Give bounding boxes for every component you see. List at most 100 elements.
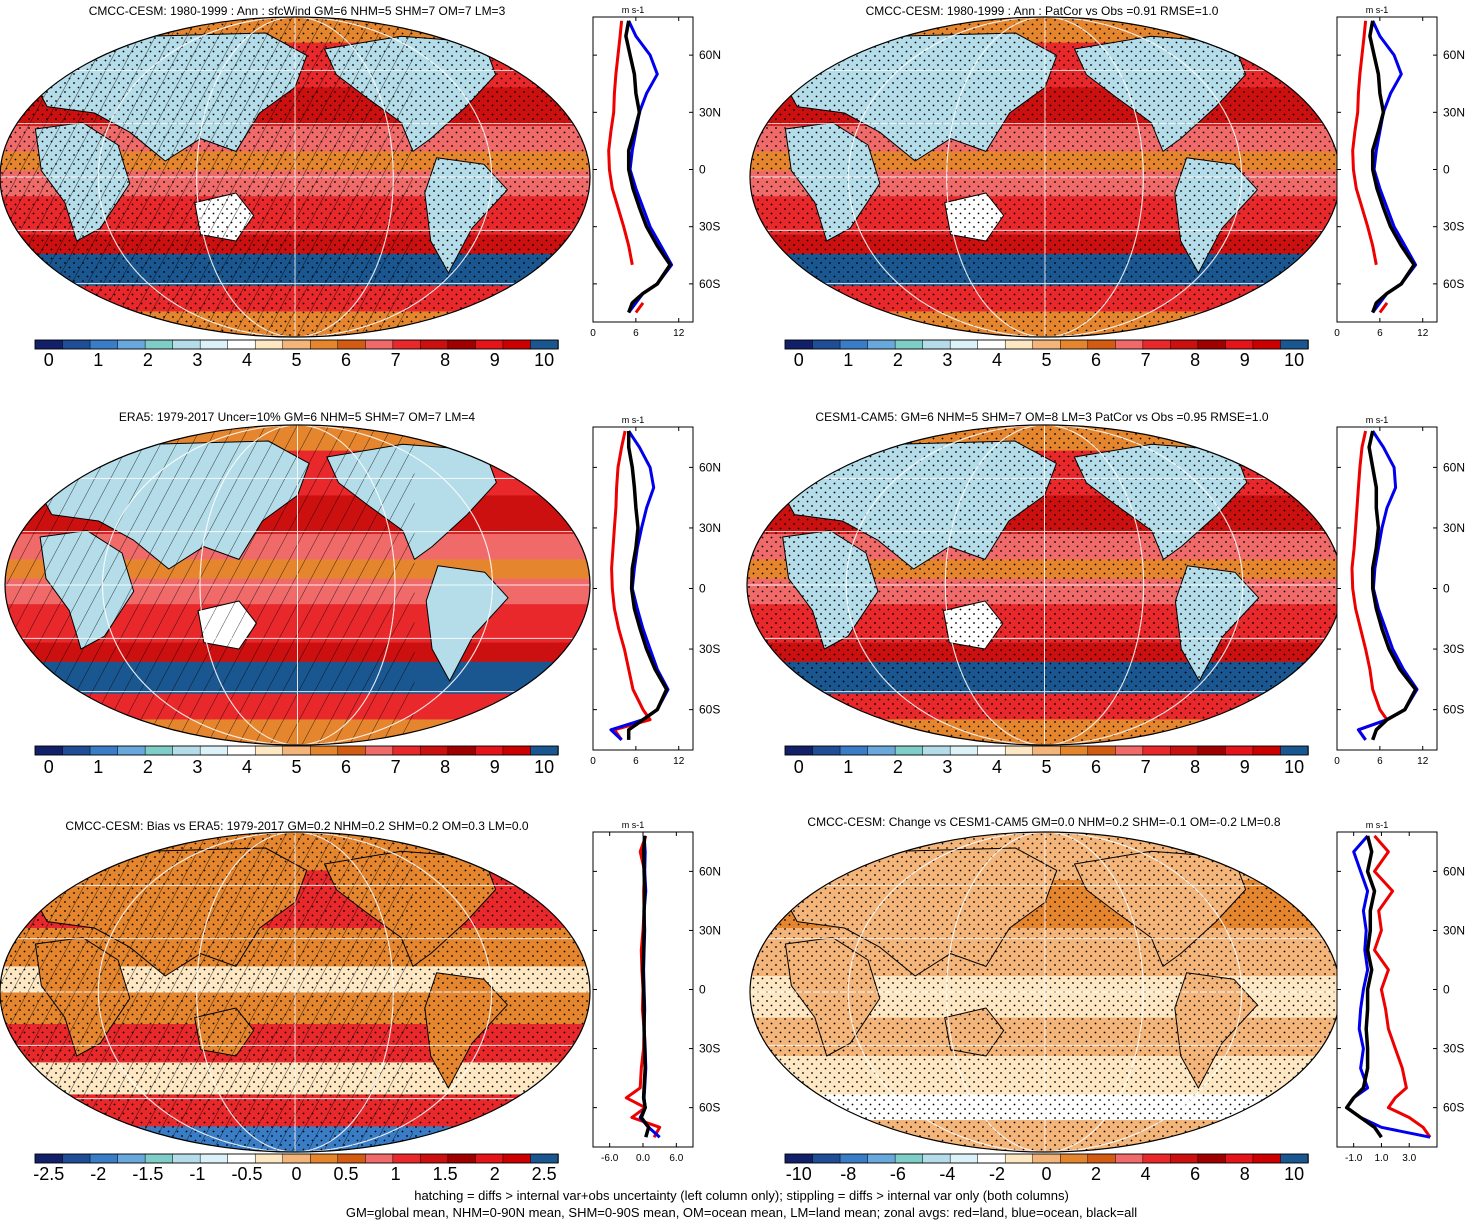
zonal-land-line bbox=[607, 20, 645, 314]
zonal-lat-tick-label: 30N bbox=[1443, 105, 1465, 119]
zonal-x-tick-label: 0 bbox=[590, 328, 596, 339]
colorbar-tick-label: -10 bbox=[786, 1164, 812, 1184]
colorbar-tick-label: -1.5 bbox=[132, 1164, 163, 1184]
zonal-unit-label: m s-1 bbox=[1366, 415, 1389, 425]
zonal-land-line bbox=[1351, 20, 1389, 314]
colorbar-cells bbox=[784, 1153, 1309, 1164]
zonal-lat-tick-label: 30S bbox=[1443, 642, 1464, 656]
colorbar-tick-label: 2 bbox=[143, 350, 153, 370]
zonal-lat-tick-label: 0 bbox=[699, 983, 706, 997]
zonal-lat-tick-label: 30N bbox=[699, 923, 721, 937]
colorbar-tick-label: 7 bbox=[391, 350, 401, 370]
colorbar-tick-label: 1 bbox=[93, 350, 103, 370]
zonal-all-line bbox=[639, 835, 651, 1138]
zonal-land-line bbox=[1373, 834, 1432, 1139]
colorbar-tick-label: 7 bbox=[1141, 757, 1151, 777]
zonal-lat-tick-label: 60N bbox=[699, 864, 721, 878]
panel-p2: CMCC-CESM: 1980-1999 : Ann : PatCor vs O… bbox=[742, 0, 1482, 395]
colorbar-tick-label: 1 bbox=[843, 757, 853, 777]
chart-p6: -10 -8 -6 -4 -2 0 2 4 6 8 10 m s-1 60N 30N 0 30S 60S -1.0… bbox=[749, 820, 1465, 1184]
colorbar-cells bbox=[784, 339, 1309, 350]
colorbar-tick-label: 0 bbox=[44, 757, 54, 777]
colorbar-tick-label: 10 bbox=[1284, 1164, 1304, 1184]
zonal-land-line bbox=[1350, 430, 1389, 741]
zonal-x-tick-label: 6 bbox=[633, 328, 639, 339]
zonal-mean-plot: m s-1 60N 30N 0 30S 60S 0 6 12 bbox=[1334, 5, 1465, 339]
zonal-lat-tick-label: 60N bbox=[699, 460, 721, 474]
zonal-all-line bbox=[624, 20, 672, 314]
zonal-lat-tick-label: 0 bbox=[1443, 582, 1450, 596]
colorbar-tick-label: -4 bbox=[939, 1164, 955, 1184]
colorbar-tick-label: 9 bbox=[490, 350, 500, 370]
zonal-lat-tick-label: 60S bbox=[1443, 703, 1464, 717]
colorbar-tick-label: -0.5 bbox=[231, 1164, 262, 1184]
colorbar-tick-label: 8 bbox=[1240, 1164, 1250, 1184]
zonal-x-tick-label: 3.0 bbox=[1402, 1153, 1416, 1164]
map bbox=[749, 16, 1341, 338]
footer-line-2: GM=global mean, NHM=0-90N mean, SHM=0-90… bbox=[345, 1205, 1138, 1220]
zonal-lat-tick-label: 30N bbox=[699, 521, 721, 535]
colorbar-tick-label: 8 bbox=[1190, 757, 1200, 777]
zonal-lat-tick-label: 0 bbox=[699, 582, 706, 596]
chart-title: CMCC-CESM: Bias vs ERA5: 1979-2017 GM=0.… bbox=[65, 819, 529, 833]
zonal-lat-tick-label: 0 bbox=[699, 163, 706, 177]
chart-title: ERA5: 1979-2017 Uncer=10% GM=6 NHM=5 SHM… bbox=[118, 410, 476, 424]
chart-title: CMCC-CESM: 1980-1999 : Ann : PatCor vs O… bbox=[865, 4, 1219, 18]
zonal-all-line bbox=[1368, 20, 1416, 314]
zonal-unit-label: m s-1 bbox=[622, 5, 645, 15]
zonal-lat-tick-label: 60N bbox=[1443, 864, 1465, 878]
colorbar-tick-label: 0 bbox=[44, 350, 54, 370]
colorbar-cells bbox=[34, 1153, 559, 1164]
zonal-lat-tick-label: 60N bbox=[1443, 48, 1465, 62]
zonal-x-tick-label: 1.0 bbox=[1374, 1153, 1388, 1164]
colorbar: 0 1 2 3 4 5 6 7 8 9 10 bbox=[34, 745, 559, 777]
colorbar-tick-label: 7 bbox=[391, 757, 401, 777]
colorbar-tick-label: 8 bbox=[440, 757, 450, 777]
colorbar-tick-label: -6 bbox=[890, 1164, 906, 1184]
colorbar-tick-label: 4 bbox=[242, 757, 252, 777]
colorbar-tick-label: 10 bbox=[1284, 350, 1304, 370]
chart-title: CESM1-CAM5: GM=6 NHM=5 SHM=7 OM=8 LM=3 P… bbox=[815, 410, 1269, 424]
chart-title: CMCC-CESM: 1980-1999 : Ann : sfcWind GM=… bbox=[88, 4, 506, 18]
colorbar-tick-label: 0 bbox=[794, 350, 804, 370]
zonal-mean-plot: m s-1 60N 30N 0 30S 60S -6.0 0.0 6.0 bbox=[592, 820, 721, 1164]
panel-p1: CMCC-CESM: 1980-1999 : Ann : sfcWind GM=… bbox=[0, 0, 740, 395]
colorbar-tick-label: 0.5 bbox=[333, 1164, 358, 1184]
colorbar-tick-label: 9 bbox=[490, 757, 500, 777]
zonal-x-tick-label: 6 bbox=[1377, 756, 1383, 767]
zonal-mean-plot: m s-1 60N 30N 0 30S 60S 0 6 12 bbox=[590, 415, 721, 767]
colorbar-tick-label: -2 bbox=[989, 1164, 1005, 1184]
zonal-all-line bbox=[1344, 835, 1383, 1139]
colorbar: -10 -8 -6 -4 -2 0 2 4 6 8 10 bbox=[784, 1153, 1309, 1184]
colorbar-tick-label: 8 bbox=[1190, 350, 1200, 370]
colorbar-tick-label: 4 bbox=[242, 350, 252, 370]
zonal-lat-tick-label: 60N bbox=[1443, 460, 1465, 474]
colorbar-tick-label: -1 bbox=[189, 1164, 205, 1184]
zonal-lat-tick-label: 60N bbox=[699, 48, 721, 62]
colorbar-tick-label: 5 bbox=[1041, 757, 1051, 777]
colorbar-tick-label: 6 bbox=[1091, 350, 1101, 370]
colorbar-tick-label: 4 bbox=[1141, 1164, 1151, 1184]
zonal-all-line bbox=[1367, 430, 1418, 741]
colorbar-tick-label: 4 bbox=[992, 350, 1002, 370]
zonal-mean-plot: m s-1 60N 30N 0 30S 60S -1.0 1.0 3.0 bbox=[1336, 820, 1465, 1164]
colorbar-tick-label: 10 bbox=[534, 757, 554, 777]
colorbar-tick-label: 2 bbox=[893, 350, 903, 370]
zonal-unit-label: m s-1 bbox=[1366, 820, 1389, 830]
colorbar-tick-label: 5 bbox=[291, 757, 301, 777]
colorbar: -2.5 -2 -1.5 -1 -0.5 0 0.5 1 1.5 2 2.5 bbox=[33, 1153, 559, 1184]
colorbar-tick-label: 3 bbox=[942, 350, 952, 370]
zonal-x-tick-label: -6.0 bbox=[601, 1153, 619, 1164]
zonal-x-tick-label: 6 bbox=[633, 756, 639, 767]
zonal-x-tick-label: 12 bbox=[673, 328, 685, 339]
colorbar-tick-label: 8 bbox=[440, 350, 450, 370]
colorbar-tick-label: 1 bbox=[391, 1164, 401, 1184]
colorbar-tick-label: 1 bbox=[93, 757, 103, 777]
colorbar-cells bbox=[34, 745, 559, 756]
zonal-lat-tick-label: 30S bbox=[1443, 220, 1464, 234]
zonal-lat-tick-label: 60S bbox=[1443, 1101, 1464, 1115]
zonal-x-tick-label: 6 bbox=[1377, 328, 1383, 339]
zonal-lat-tick-label: 0 bbox=[1443, 163, 1450, 177]
zonal-lat-tick-label: 60S bbox=[1443, 277, 1464, 291]
